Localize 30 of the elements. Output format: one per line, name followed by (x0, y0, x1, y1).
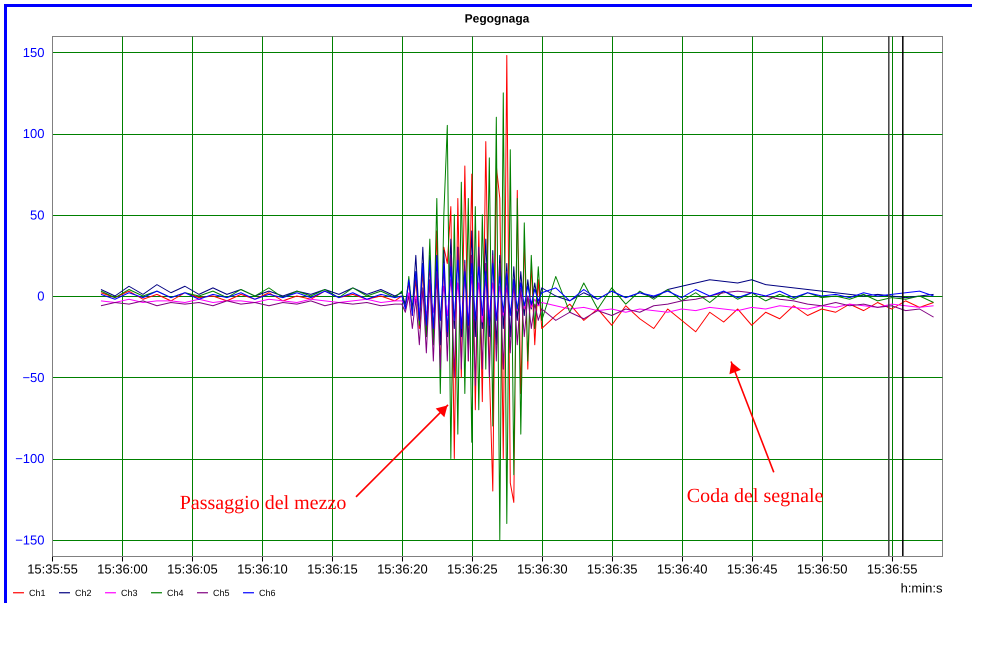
x-tick-label: 15:36:50 (796, 562, 848, 576)
y-tick-label: 100 (22, 126, 44, 141)
x-tick-label: 15:36:20 (377, 562, 428, 576)
y-tick-label: 0 (37, 288, 44, 304)
legend-label: Ch3 (121, 588, 138, 598)
x-tick-label: 15:36:25 (446, 562, 498, 576)
x-tick-label: 15:36:55 (866, 562, 918, 576)
y-tick-label: −50 (22, 370, 44, 385)
y-tick-label: 150 (22, 44, 44, 60)
x-tick-label: 15:36:10 (237, 562, 288, 576)
x-tick-label: 15:36:45 (726, 562, 778, 576)
line-series (100, 254, 934, 332)
x-tick-label: 15:36:05 (167, 562, 218, 576)
x-tick-label: 15:36:00 (97, 562, 148, 576)
x-tick-label: 15:36:40 (656, 562, 708, 576)
x-tick-label: 15:36:15 (307, 562, 358, 576)
x-tick-label: 15:35:55 (27, 562, 78, 576)
legend-label: Ch5 (213, 588, 230, 598)
legend-label: Ch2 (75, 588, 92, 598)
chart-title: Pegognaga (464, 11, 530, 26)
x-axis-title: h:min:s (900, 580, 943, 596)
y-tick-label: −100 (15, 451, 44, 466)
legend-label: Ch4 (167, 588, 184, 598)
y-tick-label: −150 (15, 532, 44, 548)
legend-label: Ch6 (259, 588, 276, 598)
y-tick-label: 50 (30, 207, 44, 222)
x-tick-label: 15:36:30 (516, 562, 568, 576)
legend-label: Ch1 (29, 588, 46, 598)
line-series (100, 246, 934, 386)
x-tick-label: 15:36:35 (586, 562, 638, 576)
